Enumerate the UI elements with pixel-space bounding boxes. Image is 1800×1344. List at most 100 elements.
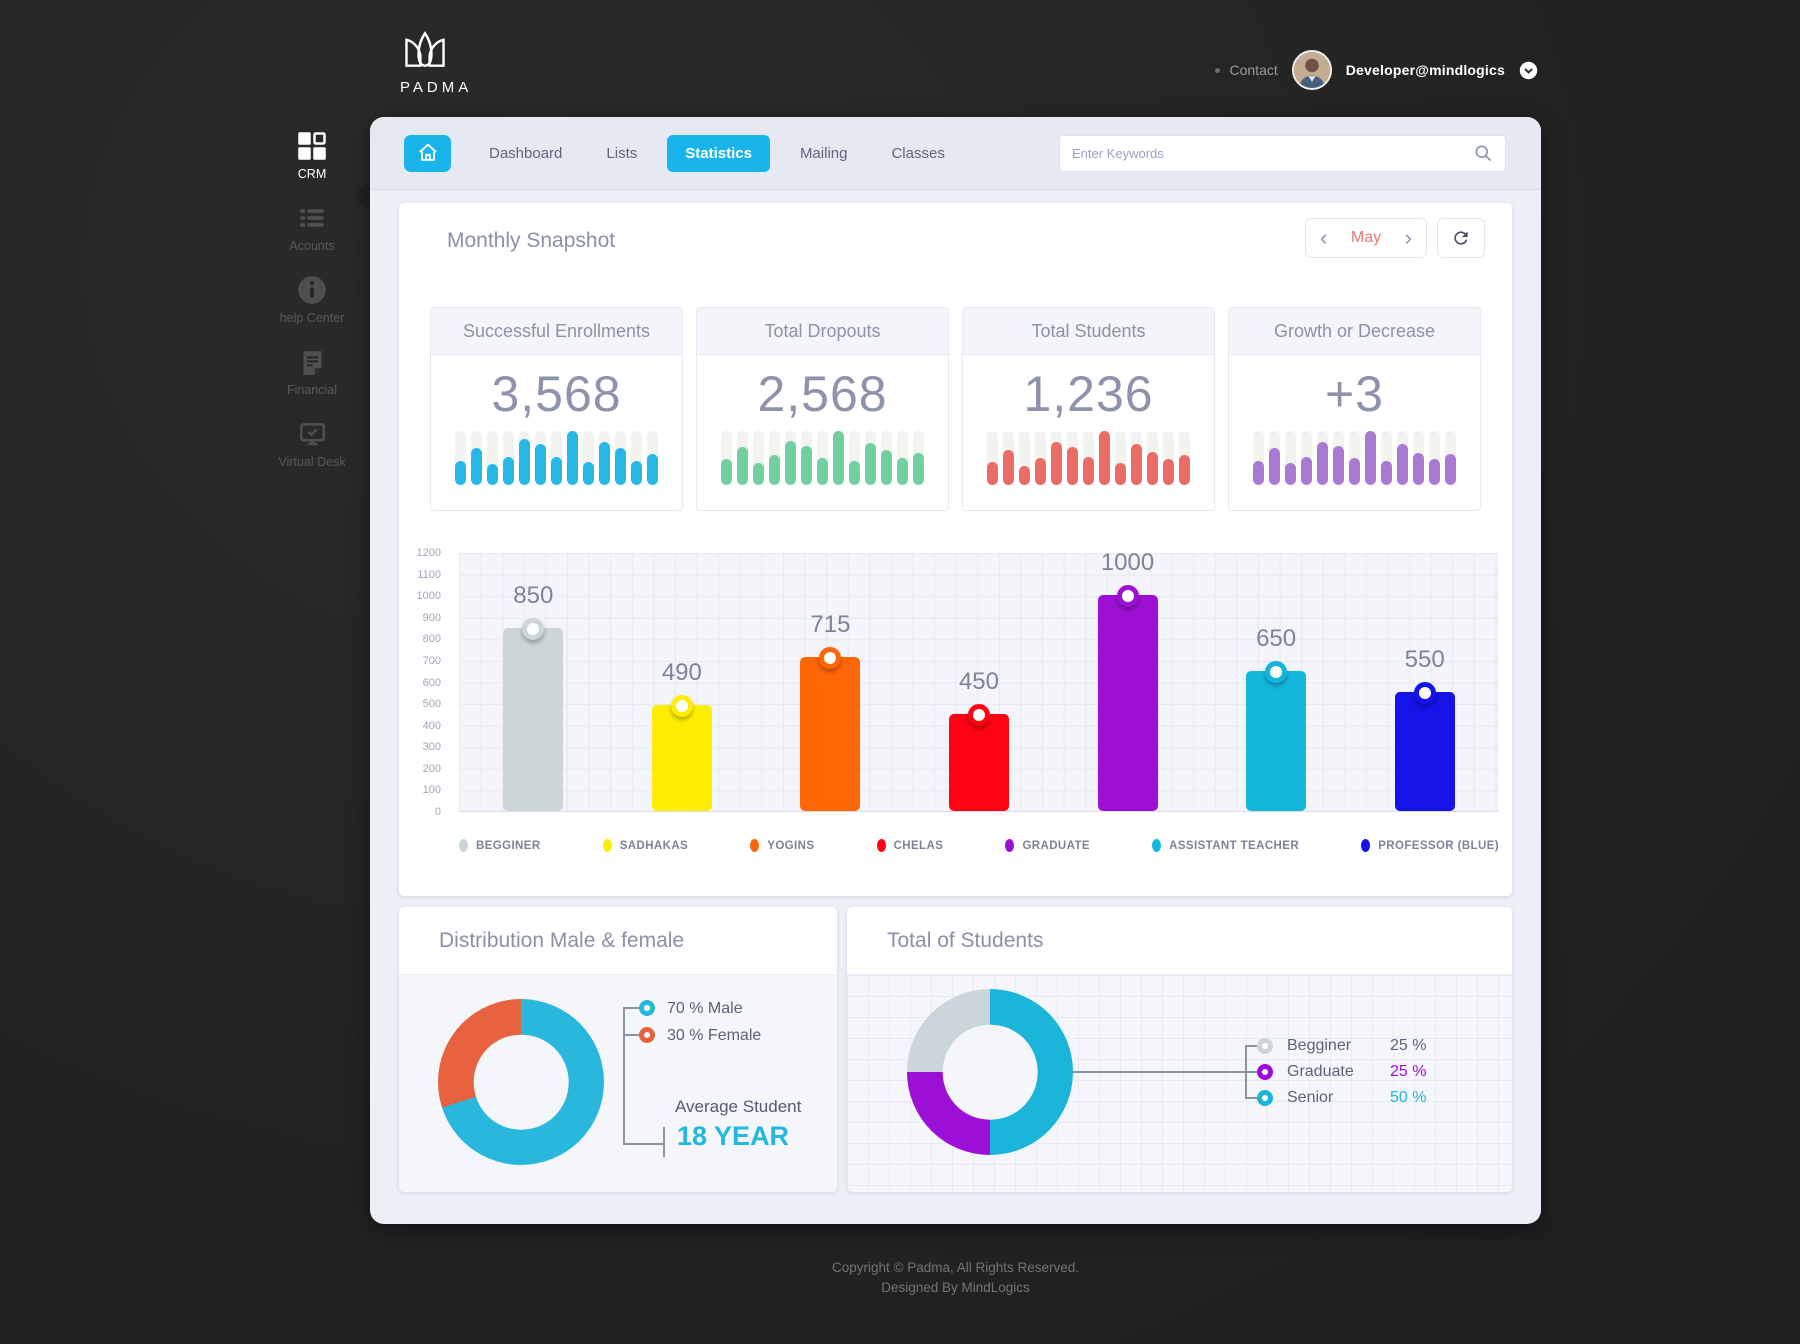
male-female-donut xyxy=(438,999,604,1165)
avatar[interactable] xyxy=(1291,50,1332,90)
sidebar-item-label: Virtual Desk xyxy=(278,455,346,469)
mini-bar-chart xyxy=(1229,431,1480,485)
mini-bar-chart xyxy=(963,431,1214,485)
sidebar-item-crm[interactable]: CRM xyxy=(252,130,372,202)
connector-line xyxy=(623,1007,625,1145)
mini-bar xyxy=(737,431,748,485)
bar-sadhakas: 490 xyxy=(651,659,712,811)
prev-month-button[interactable]: ‹ xyxy=(1320,225,1328,250)
next-month-button[interactable]: › xyxy=(1404,225,1412,250)
sidebar-item-help-center[interactable]: help Center xyxy=(252,274,372,346)
distribution-card: Distribution Male & female 70 % Male 30 … xyxy=(399,907,837,1192)
legend-item-professor-blue[interactable]: PROFESSOR (BLUE) xyxy=(1361,839,1499,852)
legend-dot-icon xyxy=(876,839,886,852)
contact-label[interactable]: Contact xyxy=(1229,62,1278,78)
y-tick-label: 200 xyxy=(422,762,441,775)
mini-bar xyxy=(487,431,498,485)
mini-bar xyxy=(1333,431,1344,485)
mini-bar xyxy=(849,431,860,485)
bar-value-label: 715 xyxy=(810,611,851,638)
senior-marker-icon xyxy=(1257,1090,1273,1106)
stat-card-total-dropouts: Total Dropouts 2,568 xyxy=(696,307,949,511)
stat-card-title: Total Dropouts xyxy=(697,308,948,355)
connector-line xyxy=(623,1143,665,1145)
footer: Copyright © Padma, All Rights Reserved. … xyxy=(370,1258,1541,1298)
legend-dot-icon xyxy=(1152,839,1162,852)
home-icon xyxy=(418,143,437,161)
mini-bar xyxy=(583,431,594,485)
contact-link[interactable]: Contact xyxy=(1214,62,1278,78)
legend-item-sadhakas[interactable]: SADHAKAS xyxy=(602,839,688,852)
sidebar-item-label: Acounts xyxy=(289,239,335,253)
refresh-button[interactable] xyxy=(1437,218,1485,258)
senior-legend-value: 50 % xyxy=(1390,1089,1427,1106)
chevron-down-icon[interactable] xyxy=(1519,61,1538,80)
sidebar: CRM Acounts help Center Financial Virtual De… xyxy=(252,130,372,490)
students-donut xyxy=(907,989,1073,1155)
mini-bar xyxy=(897,431,908,485)
mini-bar xyxy=(769,431,780,485)
legend-item-assistant-teacher[interactable]: ASSISTANT TEACHER xyxy=(1152,839,1299,852)
brand-logo: PADMA xyxy=(400,28,472,96)
stat-card-title: Successful Enrollments xyxy=(431,308,682,355)
mini-bar xyxy=(1349,431,1360,485)
mini-bar xyxy=(599,431,610,485)
legend-dot-icon xyxy=(602,839,612,852)
bar-yogins: 715 xyxy=(800,611,861,811)
bar-pin-marker-icon xyxy=(819,647,842,669)
current-month: May xyxy=(1350,229,1382,246)
search-input[interactable] xyxy=(1072,145,1473,161)
stat-card-title: Total Students xyxy=(963,308,1214,355)
mini-bar xyxy=(1019,431,1030,485)
mini-bar xyxy=(785,431,796,485)
bar-graduate: 1000 xyxy=(1097,549,1158,811)
person-photo-icon xyxy=(1293,52,1330,88)
begginer-legend-label: Begginer xyxy=(1287,1037,1352,1054)
home-button[interactable] xyxy=(404,134,451,172)
tab-statistics[interactable]: Statistics xyxy=(667,134,770,172)
bar-professor-blue: 550 xyxy=(1394,646,1455,811)
bar-value-label: 490 xyxy=(661,659,702,686)
chart-legend: BEGGINER SADHAKAS YOGINS CHELAS GRADUATE ASSI… xyxy=(459,839,1499,852)
y-tick-label: 0 xyxy=(434,806,441,818)
tab-classes[interactable]: Classes xyxy=(891,144,945,162)
bar-value-label: 650 xyxy=(1256,625,1297,652)
legend-label: BEGGINER xyxy=(476,839,541,852)
male-marker-icon xyxy=(639,1000,655,1016)
search-box[interactable] xyxy=(1059,134,1506,172)
sidebar-item-label: CRM xyxy=(297,167,327,181)
legend-item-graduate[interactable]: GRADUATE xyxy=(1005,839,1090,852)
tab-dashboard[interactable]: Dashboard xyxy=(489,144,563,162)
bar-value-label: 1000 xyxy=(1100,549,1155,576)
stat-card-title: Growth or Decrease xyxy=(1229,308,1480,355)
y-tick-label: 400 xyxy=(422,719,441,732)
total-students-card: Total of Students Begginer 25 % Graduate 25… xyxy=(847,907,1512,1192)
y-tick-label: 100 xyxy=(422,784,441,797)
sidebar-item-virtual-desk[interactable]: Virtual Desk xyxy=(252,418,372,490)
legend-item-yogins[interactable]: YOGINS xyxy=(750,839,814,852)
stat-value: +3 xyxy=(1324,366,1384,422)
sidebar-item-acounts[interactable]: Acounts xyxy=(252,202,372,274)
stat-card-growth-or-decrease: Growth or Decrease +3 xyxy=(1228,307,1481,511)
user-email[interactable]: Developer@mindlogics xyxy=(1345,62,1505,78)
search-icon[interactable] xyxy=(1473,143,1493,163)
mini-bar xyxy=(817,431,828,485)
copyright-line: Copyright © Padma, All Rights Reserved. xyxy=(831,1260,1080,1275)
tab-lists[interactable]: Lists xyxy=(606,144,638,162)
legend-dot-icon xyxy=(750,839,760,852)
bar-chart: 850 490 715 450 1000 650 550 xyxy=(459,549,1499,812)
sidebar-item-financial[interactable]: Financial xyxy=(252,346,372,418)
mini-bar xyxy=(865,431,876,485)
legend-item-chelas[interactable]: CHELAS xyxy=(876,839,944,852)
list-icon xyxy=(298,202,326,234)
male-legend-label: 70 % Male xyxy=(667,1000,743,1017)
monitor-check-icon xyxy=(299,418,326,450)
stat-value: 3,568 xyxy=(491,366,622,422)
mini-bar xyxy=(647,431,658,485)
tab-mailing[interactable]: Mailing xyxy=(799,144,848,162)
connector-line xyxy=(623,1034,639,1036)
legend-item-begginer[interactable]: BEGGINER xyxy=(459,839,541,852)
legend-dot-icon xyxy=(459,839,468,852)
begginer-marker-icon xyxy=(1257,1038,1273,1054)
mini-bar xyxy=(1051,431,1062,485)
